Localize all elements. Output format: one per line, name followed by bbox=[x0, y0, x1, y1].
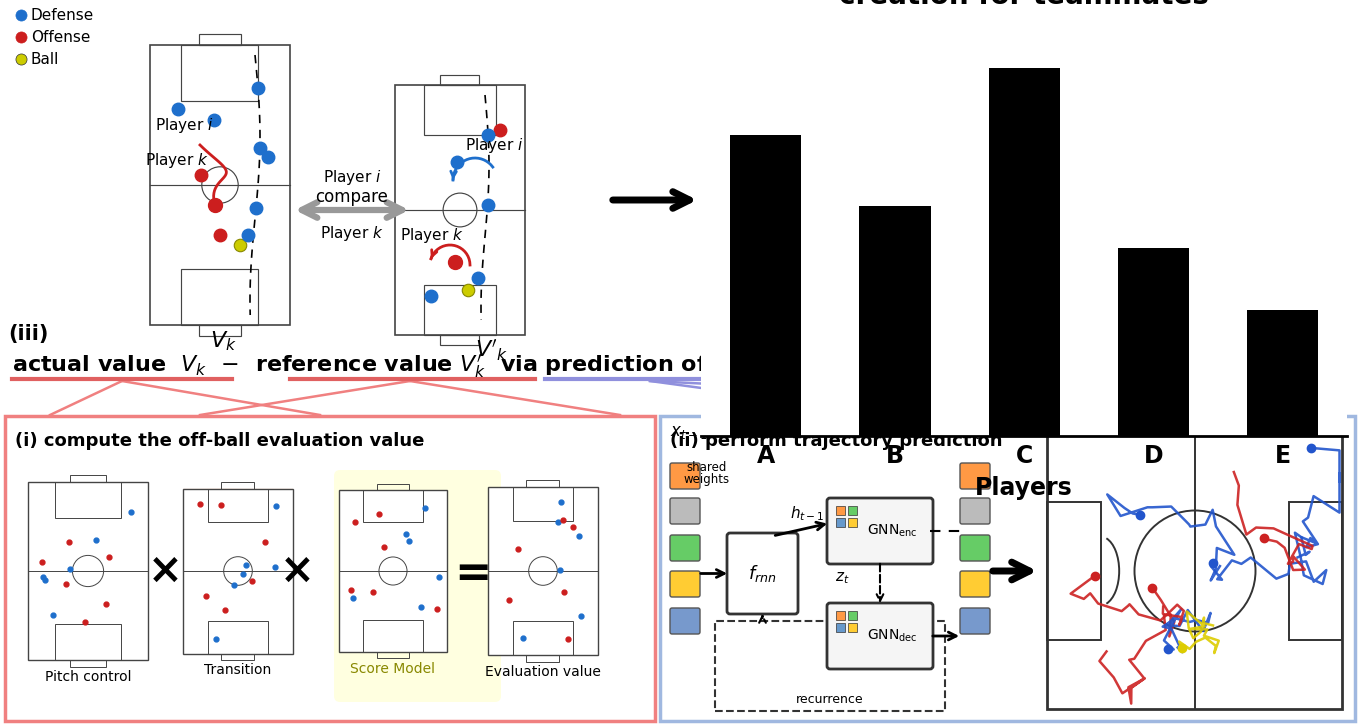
Text: $z_t$: $z_t$ bbox=[836, 570, 849, 586]
Bar bbox=[363, 490, 423, 523]
Text: Player $k$: Player $k$ bbox=[400, 226, 464, 245]
Bar bbox=[441, 335, 479, 345]
Bar bbox=[836, 623, 845, 632]
Bar bbox=[150, 45, 290, 325]
Text: Pitch control: Pitch control bbox=[45, 670, 131, 684]
Text: (iii): (iii) bbox=[8, 324, 49, 344]
Bar bbox=[489, 487, 597, 655]
FancyBboxPatch shape bbox=[960, 571, 989, 597]
Text: (i) compute the off-ball evaluation value: (i) compute the off-ball evaluation valu… bbox=[15, 432, 425, 450]
FancyBboxPatch shape bbox=[960, 463, 989, 489]
Bar bbox=[660, 416, 1356, 721]
Bar bbox=[363, 619, 423, 652]
Bar bbox=[222, 653, 255, 660]
FancyBboxPatch shape bbox=[670, 571, 700, 597]
Text: Transition: Transition bbox=[204, 664, 272, 677]
Bar bbox=[199, 34, 241, 45]
FancyBboxPatch shape bbox=[670, 535, 700, 561]
Text: weights: weights bbox=[685, 473, 729, 486]
Bar bbox=[208, 489, 268, 521]
Bar bbox=[377, 484, 410, 490]
Text: $f_{rnn}$: $f_{rnn}$ bbox=[749, 563, 777, 584]
Text: GNN$_{\mathrm{enc}}$: GNN$_{\mathrm{enc}}$ bbox=[867, 523, 917, 539]
Text: $\mathbf{\times}$: $\mathbf{\times}$ bbox=[279, 550, 310, 592]
Text: Player $i$: Player $i$ bbox=[155, 116, 214, 135]
FancyBboxPatch shape bbox=[960, 498, 989, 524]
Bar bbox=[731, 135, 802, 436]
FancyBboxPatch shape bbox=[670, 498, 700, 524]
Bar bbox=[836, 506, 845, 515]
Bar bbox=[848, 611, 857, 620]
Bar bbox=[527, 655, 559, 661]
Text: $\mathbf{=}$: $\mathbf{=}$ bbox=[446, 550, 490, 592]
Text: Player $k$: Player $k$ bbox=[320, 224, 384, 243]
Bar bbox=[69, 660, 106, 667]
Bar bbox=[377, 652, 410, 658]
Text: actual value  $V_k$  $-$  reference value $V_k^{\prime}$  via prediction of $i$ : actual value $V_k$ $-$ reference value $… bbox=[12, 352, 1038, 380]
FancyBboxPatch shape bbox=[827, 603, 934, 669]
Bar bbox=[527, 481, 559, 487]
Text: $V'_k$: $V'_k$ bbox=[475, 338, 508, 362]
Text: GNN$_{\mathrm{dec}}$: GNN$_{\mathrm{dec}}$ bbox=[867, 628, 917, 644]
Text: Player $i$: Player $i$ bbox=[323, 168, 381, 187]
Text: $x_{t-1}$: $x_{t-1}$ bbox=[670, 423, 708, 441]
Bar bbox=[208, 621, 268, 653]
Bar bbox=[339, 490, 446, 652]
Bar bbox=[425, 285, 495, 335]
Text: Evaluation value: Evaluation value bbox=[485, 665, 602, 679]
FancyBboxPatch shape bbox=[727, 533, 798, 614]
Bar bbox=[199, 325, 241, 336]
Bar bbox=[29, 482, 148, 660]
Bar bbox=[54, 624, 121, 660]
Text: compare: compare bbox=[316, 188, 388, 206]
Text: (ii) perform trajectory prediction: (ii) perform trajectory prediction bbox=[670, 432, 1003, 450]
FancyBboxPatch shape bbox=[670, 463, 700, 489]
Bar bbox=[441, 75, 479, 85]
Title: Evaluate off-ball chance
creation for teammates: Evaluate off-ball chance creation for te… bbox=[836, 0, 1213, 10]
Bar bbox=[848, 506, 857, 515]
Text: $\mathbf{\times}$: $\mathbf{\times}$ bbox=[147, 550, 178, 592]
Text: Offense: Offense bbox=[31, 30, 90, 44]
Text: $V_k$: $V_k$ bbox=[210, 329, 237, 353]
Text: $x_t$: $x_t$ bbox=[964, 423, 981, 441]
Text: Score Model: Score Model bbox=[351, 662, 436, 676]
Bar bbox=[69, 475, 106, 482]
Bar bbox=[836, 518, 845, 527]
Text: Defense: Defense bbox=[31, 7, 94, 23]
FancyBboxPatch shape bbox=[960, 608, 989, 634]
Bar bbox=[848, 518, 857, 527]
Bar bbox=[836, 611, 845, 620]
Bar bbox=[181, 269, 259, 325]
Bar bbox=[1048, 433, 1342, 709]
FancyBboxPatch shape bbox=[960, 535, 989, 561]
Text: $h_{t-1}$: $h_{t-1}$ bbox=[791, 504, 825, 523]
Bar bbox=[181, 45, 259, 101]
Text: Player $i$: Player $i$ bbox=[465, 136, 524, 155]
Bar bbox=[988, 68, 1060, 436]
Bar bbox=[425, 85, 495, 135]
Text: shared: shared bbox=[687, 461, 727, 474]
Bar bbox=[1289, 502, 1342, 640]
Bar bbox=[1117, 248, 1190, 436]
Bar bbox=[715, 621, 945, 711]
Bar bbox=[182, 489, 293, 653]
Bar bbox=[5, 416, 655, 721]
FancyBboxPatch shape bbox=[333, 470, 501, 702]
Bar bbox=[1247, 311, 1317, 436]
Text: Player $k$: Player $k$ bbox=[146, 151, 208, 170]
Bar bbox=[848, 623, 857, 632]
Bar bbox=[54, 482, 121, 518]
FancyBboxPatch shape bbox=[670, 608, 700, 634]
Bar bbox=[513, 487, 573, 521]
Text: recurrence: recurrence bbox=[796, 693, 864, 706]
X-axis label: Players: Players bbox=[976, 476, 1072, 500]
Bar bbox=[513, 621, 573, 655]
Bar bbox=[222, 482, 255, 489]
Bar bbox=[1048, 502, 1101, 640]
Text: Ball: Ball bbox=[31, 52, 60, 67]
FancyBboxPatch shape bbox=[827, 498, 934, 564]
Bar bbox=[859, 206, 931, 436]
Bar bbox=[395, 85, 525, 335]
